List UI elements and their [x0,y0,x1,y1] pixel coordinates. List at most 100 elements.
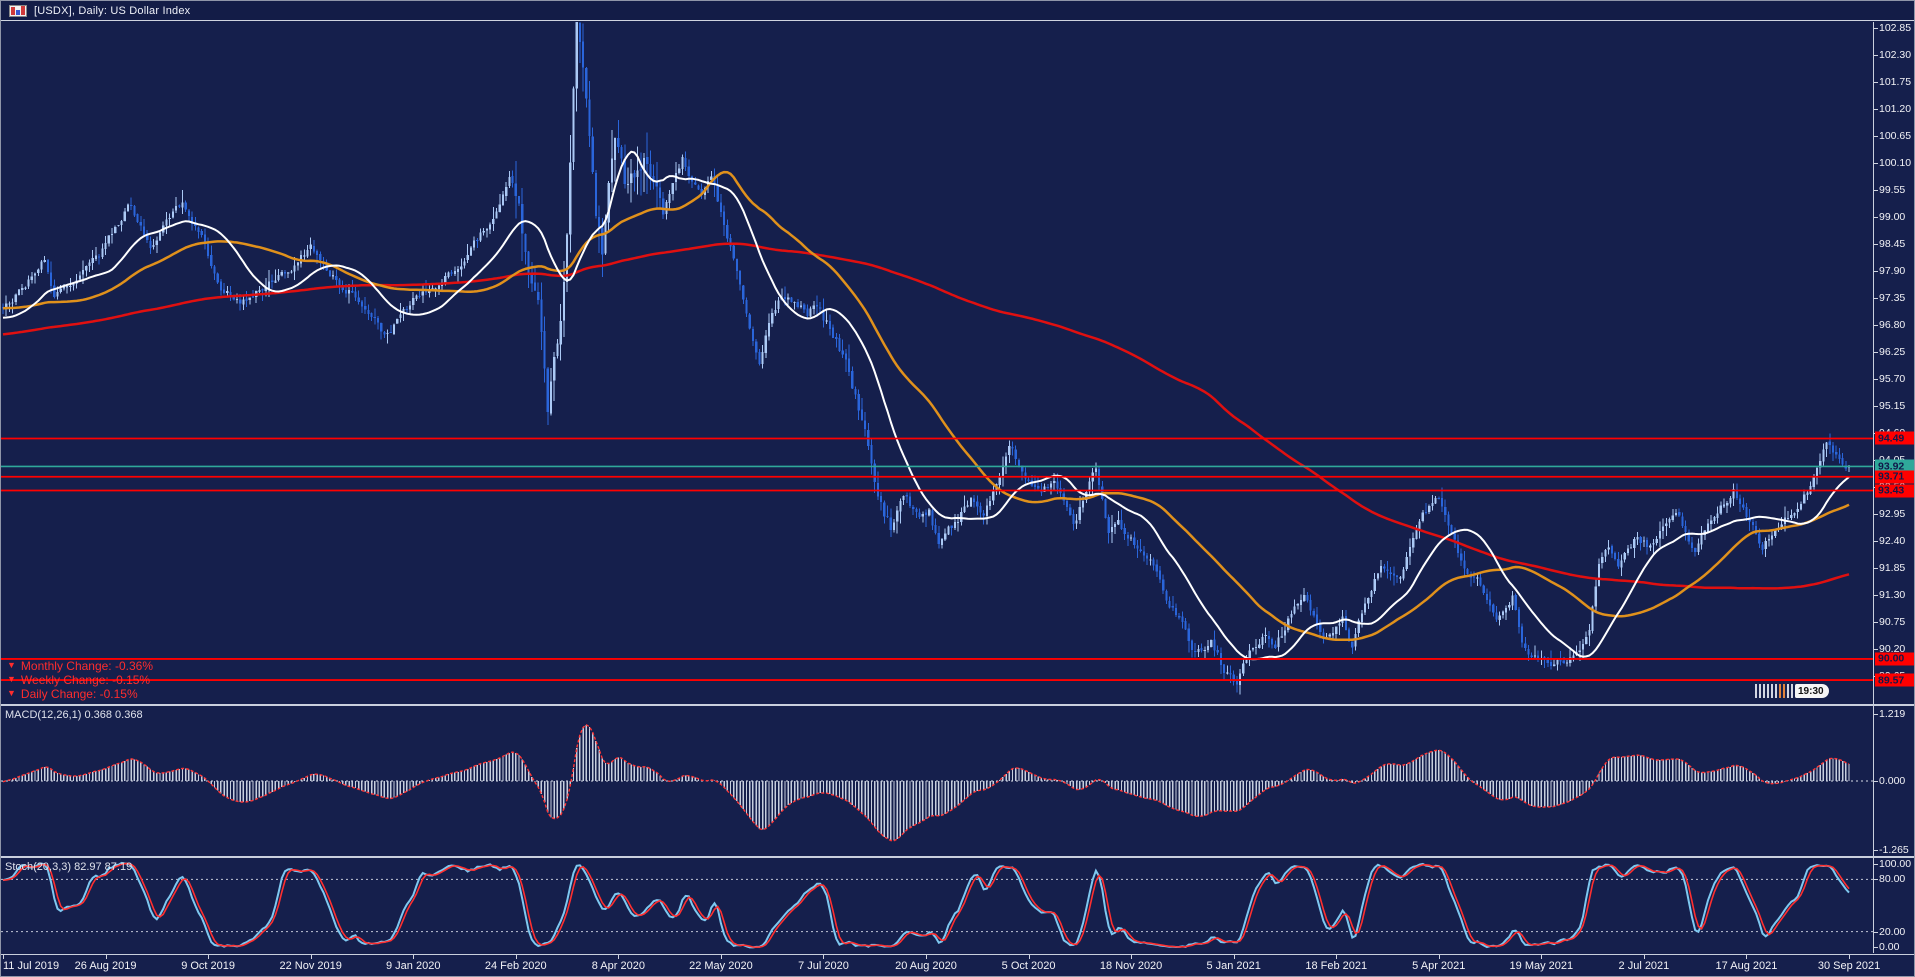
candle-down [133,206,136,216]
candle-up [1197,648,1200,653]
candle-up [181,202,184,208]
date-tick-mark [1643,955,1645,959]
current-price-label[interactable]: 93.92 [1875,459,1914,473]
candle-up [1719,505,1722,514]
candle-down [139,221,142,226]
candle-down [581,41,585,68]
price-axis-line [1873,22,1874,953]
candle-up [1296,603,1299,606]
candle-up [1405,557,1408,569]
candle-down [1492,604,1495,613]
candle-up [88,262,91,267]
candle-up [1415,528,1418,539]
candle-down [915,508,918,512]
candle-up [85,266,88,271]
candle-up [1421,512,1424,522]
candle-up [1255,646,1258,649]
candle-up [37,269,40,273]
candle-down [1482,585,1485,593]
candle-down [1187,628,1190,642]
candle-up [415,295,418,299]
candle-up [11,302,14,304]
level-price-label[interactable]: 90.00 [1875,652,1914,666]
candle-down [803,304,806,310]
price-tick-label: 92.95 [1879,508,1906,521]
sma50-line [2,170,1850,642]
candle-down [739,270,742,285]
level-price-label[interactable]: 93.43 [1875,484,1914,498]
candle-down [1617,559,1620,567]
candle-down [1033,484,1037,487]
macd-axis[interactable]: 1.219 0.000 -1.265 [1874,706,1914,856]
candle-up [152,244,155,248]
candle-up [1299,600,1303,605]
candle-down [1229,673,1232,675]
candle-down [315,250,319,256]
candle-down [601,228,604,255]
stoch-tick-mark [1874,879,1878,880]
candle-down [1152,559,1155,566]
candle-up [1078,506,1081,521]
candle-down [652,175,655,183]
candle-up [1114,524,1117,528]
candle-up [892,522,896,530]
candle-down [312,245,315,252]
candle-up [501,194,505,206]
main-price-pane[interactable]: ▼ Monthly Change: -0.36% ▼ Weekly Change… [1,22,1873,704]
price-tick-mark [1874,568,1878,570]
candle-down [662,198,665,215]
candle-down [1021,465,1024,472]
candle-down [1184,621,1187,630]
candle-down [49,272,53,286]
candle-down [822,309,825,321]
candle-up [123,211,126,221]
level-price-label[interactable]: 89.57 [1875,673,1914,687]
level-price-label[interactable]: 94.49 [1875,431,1914,445]
candle-down [1742,504,1745,508]
candle-down [1549,662,1553,667]
pane-separator[interactable] [1,856,1914,858]
candle-up [1331,632,1335,636]
candle-up [437,285,440,289]
date-tick-mark [720,955,722,959]
price-tick-label: 102.85 [1879,22,1912,34]
candle-up [1408,546,1412,557]
daily-change-text: Daily Change: -0.15% [20,686,138,701]
candle-up [1049,483,1053,488]
stochastic-label: Stoch(20,3,3) 82.97 87.19 [5,861,133,873]
candle-down [383,331,386,335]
candle-down [1344,615,1347,631]
candle-down [184,202,187,210]
candle-up [274,280,277,283]
candle-up [992,491,995,501]
candle-down [1751,521,1754,525]
candle-down [1190,640,1194,650]
candle-up [1303,594,1306,601]
candle-up [101,248,104,258]
candle-down [931,510,934,526]
level-price-label[interactable]: 93.71 [1875,470,1914,484]
candle-up [614,138,617,160]
stoch-tick-label: 100.00 [1879,858,1912,870]
candle-up [569,162,572,235]
candle-down [203,234,207,244]
candle-up [1094,468,1097,473]
candle-down [1104,499,1107,518]
candle-up [65,286,69,288]
candle-down [1309,599,1312,611]
candle-down [1139,549,1142,552]
candle-up [809,308,812,317]
candle-down [1014,449,1017,460]
stochastic-pane[interactable]: Stoch(20,3,3) 82.97 87.19 [1,858,1873,953]
macd-pane[interactable]: MACD(12,26,1) 0.368 0.368 [1,706,1873,856]
candle-down [924,512,928,515]
main-price-axis[interactable]: 102.85 102.30 101.75 101.20 100.65 100.10 99.5… [1874,22,1914,704]
candle-up [1504,607,1508,613]
candle-down [1524,643,1527,649]
candle-up [556,343,559,356]
candle-up [1601,556,1604,563]
stochastic-axis[interactable]: 100.00 80.00 20.00 0.00 [1874,858,1914,953]
time-axis[interactable]: 11 Jul 2019 26 Aug 2019 9 Oct 2019 22 Nov 2… [1,954,1914,976]
pane-separator[interactable] [1,704,1914,706]
countdown-time: 19:30 [1795,684,1829,698]
